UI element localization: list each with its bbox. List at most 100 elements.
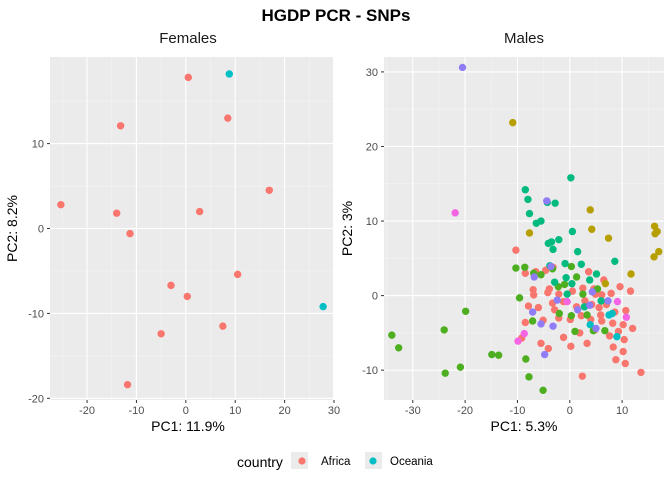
males-data-point xyxy=(555,309,564,318)
males-data-point xyxy=(568,279,576,288)
males-data-point xyxy=(598,317,606,325)
males-data-point xyxy=(441,369,449,377)
males-data-point xyxy=(458,63,467,72)
females-data-point xyxy=(123,381,132,389)
males-data-point xyxy=(522,355,530,363)
males-data-point xyxy=(568,227,577,236)
males-data-point xyxy=(607,289,615,298)
males-data-point xyxy=(584,268,593,276)
males-data-point xyxy=(586,320,594,329)
males-data-point xyxy=(524,302,533,310)
males-tick-label-x: -20 xyxy=(457,405,473,417)
males-data-point xyxy=(555,235,563,244)
females-tick-label-x: 0 xyxy=(183,405,189,417)
males-data-point xyxy=(512,246,520,254)
females-data-point xyxy=(57,201,65,209)
females-data-point xyxy=(157,330,165,338)
males-data-point xyxy=(573,247,582,256)
males-data-point xyxy=(544,239,553,248)
males-data-point xyxy=(549,245,557,254)
males-data-point xyxy=(612,356,620,364)
males-data-point xyxy=(521,263,529,271)
males-data-point xyxy=(596,311,605,319)
females-data-point xyxy=(233,270,242,279)
legend: country Africa Oceania xyxy=(237,452,433,470)
females-data-point xyxy=(116,122,125,130)
males-data-point xyxy=(567,174,575,182)
males-tick-label-y: 0 xyxy=(372,291,378,303)
males-data-point xyxy=(525,229,534,237)
males-data-point xyxy=(619,320,627,329)
females-tick-label-x: 30 xyxy=(328,405,340,417)
males-panel: Males -30 -20 -10 0 10 -10 0 10 20 30 PC1: 5.3% PC2:… xyxy=(339,30,664,434)
males-data-point xyxy=(512,264,520,272)
females-tick-label-y: -10 xyxy=(28,308,44,320)
males-tick-label-y: 30 xyxy=(366,67,378,79)
males-data-point xyxy=(609,319,617,327)
males-data-point xyxy=(571,327,579,336)
males-data-point xyxy=(592,270,601,278)
males-data-point xyxy=(520,329,528,338)
males-data-point xyxy=(619,347,627,356)
males-data-point xyxy=(628,324,637,333)
males-data-point xyxy=(585,276,594,284)
males-data-point xyxy=(451,209,459,217)
males-data-point xyxy=(578,372,587,380)
males-data-point xyxy=(655,247,663,256)
males-tick-label-y: 10 xyxy=(366,216,378,228)
males-data-point xyxy=(521,318,530,327)
males-data-point xyxy=(579,290,587,298)
males-data-point xyxy=(543,197,551,205)
females-data-point xyxy=(195,207,204,216)
males-data-point xyxy=(592,324,600,333)
males-data-point xyxy=(560,280,569,289)
males-data-point xyxy=(544,344,553,353)
males-data-point xyxy=(620,335,628,344)
males-data-point xyxy=(561,259,569,268)
males-data-point xyxy=(537,217,545,225)
males-data-point xyxy=(461,307,470,315)
females-tick-label-y: 10 xyxy=(32,139,44,151)
males-data-point xyxy=(528,308,537,316)
females-data-point xyxy=(184,73,192,82)
males-data-point xyxy=(609,343,617,351)
males-data-point xyxy=(529,291,538,299)
males-data-point xyxy=(567,342,575,351)
males-x-axis-title: PC1: 5.3% xyxy=(491,418,558,434)
males-data-point xyxy=(611,257,619,266)
males-data-point xyxy=(525,373,533,381)
males-data-point xyxy=(616,282,624,291)
males-data-point xyxy=(559,333,568,342)
males-data-point xyxy=(650,253,658,261)
males-data-point xyxy=(604,297,612,305)
males-data-point xyxy=(528,317,537,325)
males-data-point xyxy=(588,288,596,296)
males-data-point xyxy=(456,363,465,371)
males-data-point xyxy=(515,294,524,302)
females-tick-label-y: 0 xyxy=(38,224,44,236)
males-data-point xyxy=(494,351,503,359)
males-data-point xyxy=(637,368,645,377)
males-data-point xyxy=(539,386,547,395)
males-data-point xyxy=(586,206,594,214)
males-data-point xyxy=(598,291,606,299)
males-data-point xyxy=(577,260,586,268)
males-data-point xyxy=(572,273,581,281)
males-data-point xyxy=(545,285,554,293)
males-y-axis-title: PC2: 3% xyxy=(339,201,355,256)
males-data-point xyxy=(601,326,609,335)
males-data-point xyxy=(622,313,631,321)
males-data-point xyxy=(488,350,496,359)
males-data-point xyxy=(547,262,555,271)
legend-dot-africa xyxy=(298,457,306,465)
males-data-point xyxy=(540,350,549,359)
females-data-point xyxy=(167,281,175,290)
males-data-point xyxy=(579,284,587,292)
males-data-point xyxy=(394,344,403,352)
males-data-point xyxy=(595,303,603,312)
males-data-point xyxy=(627,270,635,278)
males-data-point xyxy=(562,274,570,282)
females-data-point xyxy=(112,209,121,217)
females-data-point xyxy=(126,229,134,238)
males-data-point xyxy=(583,339,591,348)
